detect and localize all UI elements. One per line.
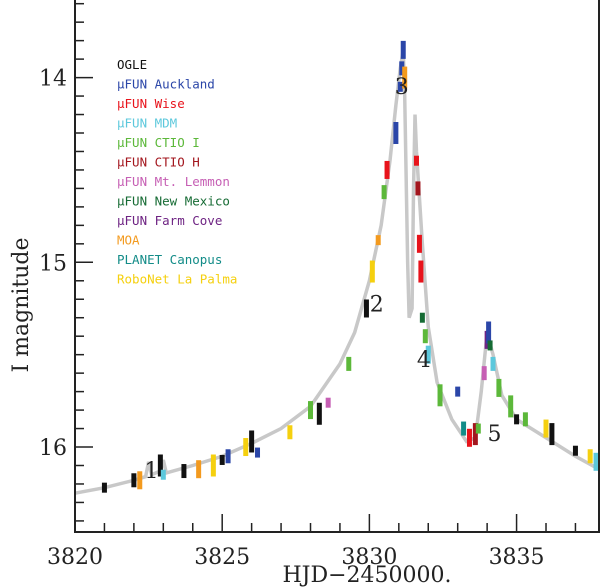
annotation-label-4: 4	[417, 348, 431, 373]
data-point--fun-mdm	[490, 356, 496, 371]
legend-entry: μFUN MDM	[117, 116, 177, 131]
legend-entry: μFUN New Mexico	[117, 194, 230, 209]
data-point--fun-auckland	[400, 40, 406, 59]
data-point-moa	[196, 460, 202, 479]
data-point-robonet-la-palma	[210, 454, 216, 477]
legend-entry: RoboNet La Palma	[117, 272, 237, 287]
legend-entry: μFUN Auckland	[117, 77, 215, 92]
data-point--fun-wise	[384, 160, 390, 179]
y-tick-label: 15	[39, 251, 67, 276]
data-point--fun-ctio-i	[496, 378, 502, 397]
data-point--fun-wise	[413, 155, 419, 166]
data-point--fun-ctio-i	[522, 412, 528, 427]
data-point--fun-auckland	[393, 122, 399, 144]
data-point-ogle	[101, 482, 107, 493]
data-point--fun-auckland	[486, 321, 492, 344]
data-point--fun-ctio-i	[381, 185, 387, 200]
data-point--fun-auckland	[225, 449, 231, 464]
data-point--fun-ctio-h	[415, 181, 421, 196]
annotation-label-2: 2	[370, 293, 384, 318]
data-point-ogle	[219, 454, 225, 465]
annotation-label-3: 3	[395, 75, 409, 100]
data-point--fun-ctio-i	[422, 329, 428, 344]
data-point--fun-mdm	[160, 469, 166, 480]
data-point-moa	[137, 471, 143, 490]
data-point--fun-ctio-h	[472, 423, 478, 446]
legend-entry: μFUN Wise	[117, 96, 185, 111]
y-axis-label: I magnitude	[9, 237, 34, 372]
legend-entry: μFUN CTIO I	[117, 135, 200, 150]
x-axis-label: HJD−2450000.	[282, 563, 451, 587]
data-point--fun-new-mexico	[419, 312, 425, 323]
data-point-ogle	[249, 430, 255, 453]
data-point--fun-wise	[466, 428, 472, 447]
data-point--fun-mt-lemmon	[481, 366, 487, 381]
data-point-robonet-la-palma	[287, 425, 293, 440]
data-point--fun-mdm	[593, 452, 599, 471]
data-point-planet-canopus	[461, 421, 467, 436]
data-point--fun-ctio-i	[508, 395, 514, 418]
legend-entry: μFUN CTIO H	[117, 155, 200, 170]
data-point--fun-wise	[416, 234, 422, 253]
x-tick-label: 3820	[47, 545, 103, 570]
annotation-label-5: 5	[487, 422, 501, 447]
data-point--fun-auckland	[397, 81, 403, 92]
axes-frame	[74, 0, 600, 533]
x-tick-label: 3835	[489, 545, 545, 570]
data-point-moa	[402, 66, 408, 89]
data-point--fun-auckland	[455, 386, 461, 397]
data-point-robonet-la-palma	[587, 449, 593, 464]
legend-entry: μFUN Farm Cove	[117, 213, 222, 228]
data-point-ogle	[363, 299, 369, 318]
y-tick-label: 14	[39, 67, 67, 92]
data-point-ogle	[572, 445, 578, 456]
data-point-ogle	[316, 402, 322, 425]
data-point--fun-auckland	[399, 61, 405, 76]
data-point--fun-wise	[418, 260, 424, 283]
data-point-ogle	[549, 423, 555, 446]
data-point-moa	[375, 235, 381, 246]
legend-entry: PLANET Canopus	[117, 252, 222, 267]
y-tick-label: 16	[39, 436, 67, 461]
data-point-ogle	[131, 473, 137, 488]
data-point-ogle	[157, 454, 163, 477]
data-point--fun-new-mexico	[487, 340, 493, 351]
x-tick-label: 3825	[194, 545, 250, 570]
data-point-ogle	[514, 414, 520, 425]
legend-entry: MOA	[117, 233, 140, 248]
data-point--fun-ctio-i	[346, 356, 352, 371]
data-point--fun-auckland	[255, 447, 261, 458]
data-point--fun-ctio-i	[475, 423, 481, 434]
data-point--fun-mt-lemmon	[325, 397, 331, 408]
data-point--fun-ctio-i	[308, 401, 314, 420]
data-point-robonet-la-palma	[243, 438, 249, 457]
data-point-ogle	[181, 464, 187, 479]
legend-entry: μFUN Mt. Lemmon	[117, 174, 230, 189]
data-point-robonet-la-palma	[369, 260, 375, 283]
data-point-robonet-la-palma	[543, 419, 549, 438]
data-point--fun-ctio-i	[437, 384, 443, 407]
annotation-label-1: 1	[145, 459, 159, 484]
legend-entry: OGLE	[117, 57, 147, 72]
data-point--fun-mdm	[425, 345, 431, 364]
x-tick-label: 3830	[341, 545, 397, 570]
